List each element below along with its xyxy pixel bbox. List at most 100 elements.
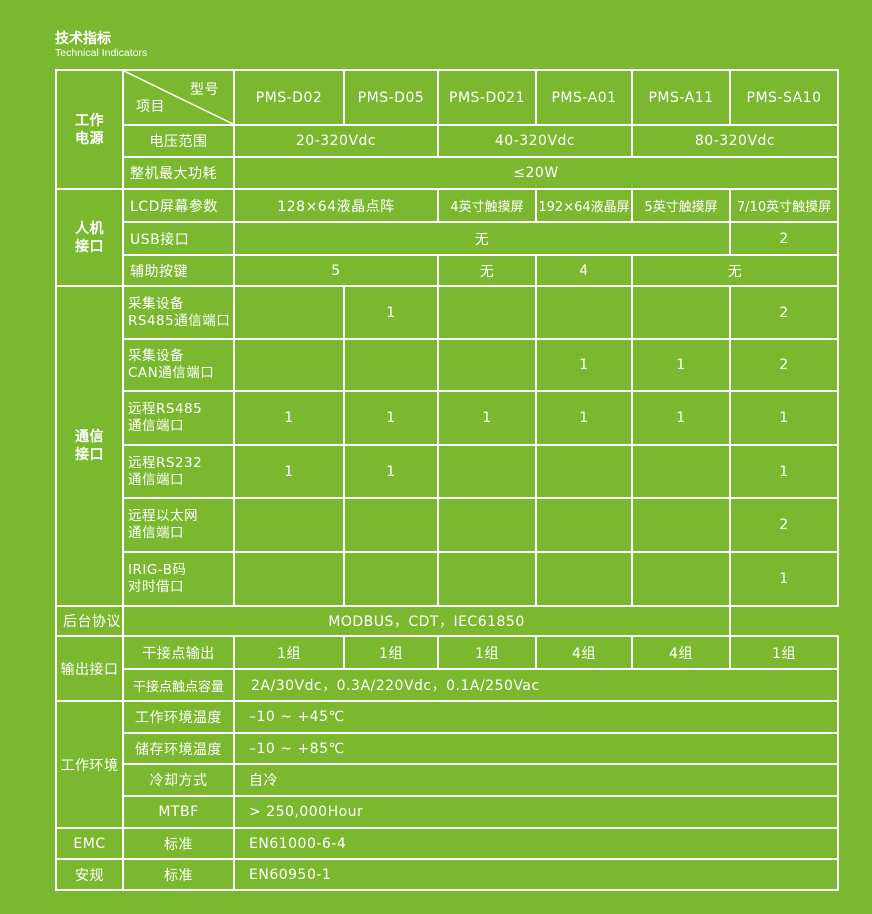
cell: ≤20W xyxy=(233,156,839,190)
cell: 1 xyxy=(343,285,439,340)
cell xyxy=(437,497,537,553)
cell xyxy=(343,551,439,607)
row-label: 储存环境温度 xyxy=(122,732,235,765)
cell xyxy=(437,444,537,499)
row-label-line: RS485通信端口 xyxy=(128,312,231,329)
cell: 5 xyxy=(233,254,439,287)
cell: 4英寸触摸屏 xyxy=(437,188,537,223)
cell xyxy=(631,497,731,553)
cell: 1 xyxy=(343,390,439,446)
cell xyxy=(343,338,439,392)
cell: 无 xyxy=(631,254,839,287)
row-label-line: 通信端口 xyxy=(128,471,184,488)
diagonal-line xyxy=(125,72,232,123)
diagonal-header-cell: 型号 项目 xyxy=(122,69,235,126)
model-header: PMS-D021 xyxy=(437,69,537,126)
group-environment: 工作环境 xyxy=(55,700,124,829)
table-row: 远程RS232 通信端口 1 1 1 xyxy=(56,444,839,499)
row-label: 标准 xyxy=(122,827,235,860)
cell: EN61000-6-4 xyxy=(233,827,839,860)
group-emc: EMC xyxy=(55,827,124,860)
cell: 1组 xyxy=(343,635,439,670)
table-row: 辅助按键 5 无 4 无 xyxy=(56,254,839,287)
table-row: 远程以太网 通信端口 2 xyxy=(56,497,839,553)
table-row: 干接点触点容量 2A/30Vdc，0.3A/220Vdc，0.1A/250Vac xyxy=(56,668,839,702)
cell xyxy=(233,338,345,392)
cell: 40-320Vdc xyxy=(437,124,633,158)
cell: 2 xyxy=(729,497,839,553)
row-label: USB接口 xyxy=(122,221,235,256)
table-row: 采集设备 CAN通信端口 1 1 2 xyxy=(56,338,839,392)
cell: 1 xyxy=(729,390,839,446)
row-label: 电压范围 xyxy=(122,124,235,158)
row-label: 标准 xyxy=(122,858,235,891)
cell: 1 xyxy=(631,390,731,446)
table-header-row: 工作电源 型号 项目 PMS-D02 PMS-D05 PMS-D021 PMS-… xyxy=(55,69,839,190)
model-header: PMS-D02 xyxy=(233,69,345,126)
row-label: 远程RS232 通信端口 xyxy=(122,444,235,499)
table-row: EMC 标准 EN61000-6-4 xyxy=(55,827,839,860)
row-label-line: 通信端口 xyxy=(128,525,184,541)
cell xyxy=(343,497,439,553)
cell xyxy=(535,285,633,340)
table-row: 人机接口 LCD屏幕参数 128×64液晶点阵 4英寸触摸屏 192×64液晶屏… xyxy=(55,188,839,287)
model-header: PMS-A01 xyxy=(535,69,633,126)
cell: 4组 xyxy=(631,635,731,670)
cell xyxy=(535,444,633,499)
cell xyxy=(631,551,731,607)
table-row: 通信接口 采集设备 RS485通信端口 1 2 xyxy=(55,285,839,607)
row-label-line: 通信端口 xyxy=(128,418,184,434)
row-label: 采集设备 RS485通信端口 xyxy=(122,285,235,340)
table-row: IRIG-B码 对时借口 1 xyxy=(56,551,839,607)
cell: MODBUS，CDT，IEC61850 xyxy=(122,605,731,637)
cell xyxy=(535,497,633,553)
row-label: 整机最大功耗 xyxy=(122,156,235,190)
model-header: PMS-A11 xyxy=(631,69,731,126)
row-label-line: 远程RS232 xyxy=(128,454,203,471)
row-label: 远程以太网 通信端口 xyxy=(122,497,235,553)
section-subtitle: Technical Indicators xyxy=(55,47,148,59)
cell xyxy=(631,285,731,340)
cell: 无 xyxy=(233,221,731,256)
cell: 7/10英寸触摸屏 xyxy=(729,188,839,223)
cell xyxy=(437,551,537,607)
cell xyxy=(535,551,633,607)
row-label-line: 对时借口 xyxy=(128,579,184,595)
row-label: 远程RS485 通信端口 xyxy=(122,390,235,446)
cell: 192×64液晶屏 xyxy=(535,188,633,223)
cell: 4组 xyxy=(535,635,633,670)
cell xyxy=(437,285,537,340)
table-row: 输出接口 干接点输出 1组 1组 1组 4组 4组 1组 xyxy=(55,635,839,702)
table-row: 后台协议类型 MODBUS，CDT，IEC61850 xyxy=(55,605,838,637)
cell: 2 xyxy=(729,221,839,256)
row-label: IRIG-B码 对时借口 xyxy=(122,551,235,607)
table-row: USB接口 无 2 xyxy=(56,221,839,256)
cell: 1 xyxy=(729,444,839,499)
model-label: 型号 xyxy=(190,82,219,98)
row-label: MTBF xyxy=(122,795,235,829)
cell: 1 xyxy=(729,551,839,607)
cell: 2 xyxy=(729,285,839,340)
row-label-line: CAN通信端口 xyxy=(128,365,215,381)
cell: 128×64液晶点阵 xyxy=(233,188,439,223)
cell: 1 xyxy=(535,390,633,446)
group-communication: 通信接口 xyxy=(55,285,124,607)
cell xyxy=(233,285,345,340)
row-label-line: 采集设备 xyxy=(128,348,184,364)
cell: –10 ~ +85℃ xyxy=(233,732,839,765)
cell: 20-320Vdc xyxy=(233,124,439,158)
row-label: 工作环境温度 xyxy=(122,700,235,734)
model-header: PMS-D05 xyxy=(343,69,439,126)
table-row: 整机最大功耗 ≤20W xyxy=(56,156,839,190)
table-row: 远程RS485 通信端口 1 1 1 1 1 1 xyxy=(56,390,839,446)
table-row: 工作环境 工作环境温度 –10 ~ +45℃ xyxy=(55,700,839,829)
row-label: 干接点输出 xyxy=(122,635,235,670)
row-label-line: 远程RS485 xyxy=(128,401,203,417)
cell: EN60950-1 xyxy=(233,858,839,891)
cell: 2A/30Vdc，0.3A/220Vdc，0.1A/250Vac xyxy=(233,668,839,702)
table-row: 冷却方式 自冷 xyxy=(56,763,839,797)
model-header: PMS-SA10 xyxy=(729,69,839,126)
cell: 1 xyxy=(233,444,345,499)
row-label-line: 远程以太网 xyxy=(128,508,198,524)
row-label: LCD屏幕参数 xyxy=(122,188,235,223)
